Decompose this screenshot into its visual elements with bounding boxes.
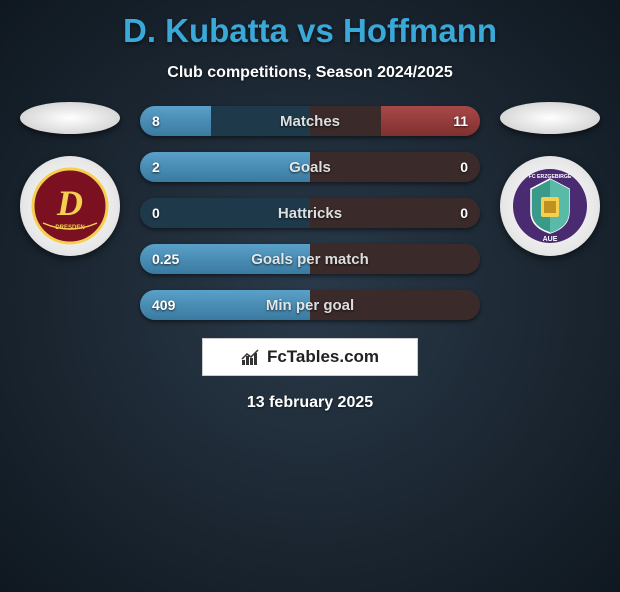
right-platform (500, 102, 600, 134)
brand-text: FcTables.com (267, 347, 379, 367)
bar-label: Goals (140, 152, 480, 182)
bars-icon (241, 348, 261, 366)
svg-text:DRESDEN: DRESDEN (55, 225, 84, 231)
bar-label: Goals per match (140, 244, 480, 274)
subtitle: Club competitions, Season 2024/2025 (0, 64, 620, 82)
bar-label: Matches (140, 106, 480, 136)
main-content: D DRESDEN 8 11 Matches 2 0 Goals (0, 102, 620, 320)
svg-text:FC ERZGEBIRGE: FC ERZGEBIRGE (529, 174, 572, 180)
date-label: 13 february 2025 (0, 394, 620, 412)
left-team-logo: D DRESDEN (20, 156, 120, 256)
stat-bar: 2 0 Goals (140, 152, 480, 182)
dresden-logo-icon: D DRESDEN (31, 167, 109, 245)
bar-label: Min per goal (140, 290, 480, 320)
svg-text:D: D (56, 183, 83, 223)
stat-bar: 8 11 Matches (140, 106, 480, 136)
left-platform (20, 102, 120, 134)
stat-bar: 0 0 Hattricks (140, 198, 480, 228)
comparison-title: D. Kubatta vs Hoffmann (0, 12, 620, 50)
aue-logo-icon: FC ERZGEBIRGE AUE (511, 167, 589, 245)
stat-bar: 0.25 Goals per match (140, 244, 480, 274)
stat-bars: 8 11 Matches 2 0 Goals 0 0 Hattricks 0.2… (140, 106, 480, 320)
right-team-logo: FC ERZGEBIRGE AUE (500, 156, 600, 256)
right-side: FC ERZGEBIRGE AUE (490, 102, 610, 256)
bar-label: Hattricks (140, 198, 480, 228)
left-side: D DRESDEN (10, 102, 130, 256)
brand-watermark: FcTables.com (202, 338, 418, 376)
stat-bar: 409 Min per goal (140, 290, 480, 320)
svg-text:AUE: AUE (543, 236, 558, 243)
